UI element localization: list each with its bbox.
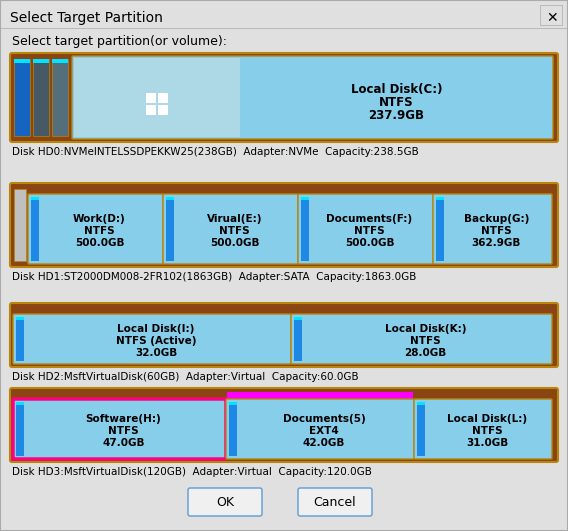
- FancyBboxPatch shape: [226, 399, 414, 459]
- Bar: [436, 197, 444, 261]
- Text: 47.0GB: 47.0GB: [102, 438, 145, 448]
- Bar: [292, 307, 551, 315]
- FancyBboxPatch shape: [10, 53, 558, 142]
- Bar: [158, 105, 168, 115]
- FancyBboxPatch shape: [163, 194, 298, 264]
- Bar: [166, 197, 174, 200]
- FancyBboxPatch shape: [188, 488, 262, 516]
- Text: 237.9GB: 237.9GB: [368, 109, 424, 122]
- Text: Backup(G:): Backup(G:): [464, 214, 529, 224]
- Bar: [417, 402, 425, 456]
- Text: NTFS: NTFS: [354, 226, 385, 236]
- Text: NTFS: NTFS: [379, 96, 414, 109]
- FancyBboxPatch shape: [291, 314, 552, 364]
- Bar: [146, 92, 156, 102]
- Bar: [146, 105, 156, 115]
- FancyBboxPatch shape: [72, 56, 553, 139]
- FancyBboxPatch shape: [298, 194, 433, 264]
- Bar: [14, 59, 30, 136]
- Text: Disk HD1:ST2000DM008-2FR102(1863GB)  Adapter:SATA  Capacity:1863.0GB: Disk HD1:ST2000DM008-2FR102(1863GB) Adap…: [12, 272, 416, 282]
- Bar: [16, 402, 24, 456]
- FancyBboxPatch shape: [298, 488, 372, 516]
- Text: NTFS: NTFS: [410, 336, 441, 346]
- Text: NTFS (Active): NTFS (Active): [116, 336, 197, 346]
- Bar: [415, 392, 551, 400]
- Bar: [31, 197, 39, 261]
- Bar: [33, 59, 49, 136]
- Bar: [14, 307, 290, 315]
- Text: NTFS: NTFS: [108, 426, 139, 436]
- Bar: [31, 197, 39, 200]
- Bar: [164, 187, 297, 195]
- Text: 500.0GB: 500.0GB: [210, 238, 259, 248]
- FancyBboxPatch shape: [10, 303, 558, 367]
- Bar: [33, 59, 49, 63]
- Bar: [417, 402, 425, 405]
- Bar: [166, 197, 174, 261]
- Text: Disk HD0:NVMeINTELSSDPEKKW25(238GB)  Adapter:NVMe  Capacity:238.5GB: Disk HD0:NVMeINTELSSDPEKKW25(238GB) Adap…: [12, 147, 419, 157]
- Bar: [301, 197, 309, 200]
- Text: 362.9GB: 362.9GB: [472, 238, 521, 248]
- Text: Disk HD2:MsftVirtualDisk(60GB)  Adapter:Virtual  Capacity:60.0GB: Disk HD2:MsftVirtualDisk(60GB) Adapter:V…: [12, 372, 358, 382]
- Bar: [16, 402, 24, 405]
- Text: ✕: ✕: [546, 11, 558, 25]
- Text: Local Disk(K:): Local Disk(K:): [385, 324, 466, 334]
- Text: Software(H:): Software(H:): [86, 414, 161, 424]
- FancyBboxPatch shape: [13, 314, 291, 364]
- Bar: [301, 197, 309, 261]
- FancyBboxPatch shape: [433, 194, 552, 264]
- Bar: [16, 317, 24, 320]
- Bar: [299, 187, 432, 195]
- Bar: [52, 59, 68, 136]
- Text: Local Disk(C:): Local Disk(C:): [350, 83, 442, 96]
- Text: Disk HD3:MsftVirtualDisk(120GB)  Adapter:Virtual  Capacity:120.0GB: Disk HD3:MsftVirtualDisk(120GB) Adapter:…: [12, 467, 372, 477]
- Bar: [158, 92, 168, 102]
- Bar: [14, 392, 225, 400]
- FancyBboxPatch shape: [414, 399, 552, 459]
- Text: NTFS: NTFS: [471, 426, 502, 436]
- FancyBboxPatch shape: [10, 183, 558, 267]
- Text: NTFS: NTFS: [84, 226, 115, 236]
- Bar: [294, 317, 302, 320]
- Text: 500.0GB: 500.0GB: [75, 238, 124, 248]
- Text: Work(D:): Work(D:): [73, 214, 126, 224]
- Text: 42.0GB: 42.0GB: [303, 438, 345, 448]
- Text: Select target partition(or volume):: Select target partition(or volume):: [12, 36, 227, 48]
- Bar: [229, 402, 237, 456]
- Text: EXT4: EXT4: [309, 426, 339, 436]
- Bar: [436, 197, 444, 200]
- Text: Local Disk(I:): Local Disk(I:): [118, 324, 195, 334]
- Bar: [434, 187, 551, 195]
- Text: NTFS: NTFS: [481, 226, 512, 236]
- FancyBboxPatch shape: [13, 399, 226, 459]
- Text: 500.0GB: 500.0GB: [345, 238, 394, 248]
- Bar: [14, 59, 30, 63]
- Bar: [540, 5, 562, 25]
- Bar: [16, 317, 24, 361]
- Text: 31.0GB: 31.0GB: [466, 438, 508, 448]
- Text: Local Disk(L:): Local Disk(L:): [447, 414, 527, 424]
- Bar: [74, 58, 240, 137]
- Text: 28.0GB: 28.0GB: [404, 348, 446, 358]
- Text: OK: OK: [216, 495, 234, 509]
- Bar: [52, 59, 68, 63]
- Bar: [227, 392, 413, 400]
- FancyBboxPatch shape: [10, 388, 558, 462]
- Text: NTFS: NTFS: [219, 226, 250, 236]
- Text: Documents(F:): Documents(F:): [327, 214, 412, 224]
- Text: 32.0GB: 32.0GB: [135, 348, 177, 358]
- Text: Documents(5): Documents(5): [283, 414, 365, 424]
- Bar: [227, 392, 413, 400]
- FancyBboxPatch shape: [28, 194, 163, 264]
- Bar: [229, 402, 237, 405]
- Bar: [29, 187, 162, 195]
- Text: Cancel: Cancel: [314, 495, 356, 509]
- Bar: [14, 189, 26, 261]
- Text: Virual(E:): Virual(E:): [207, 214, 262, 224]
- Bar: [294, 317, 302, 361]
- Text: Select Target Partition: Select Target Partition: [10, 11, 163, 25]
